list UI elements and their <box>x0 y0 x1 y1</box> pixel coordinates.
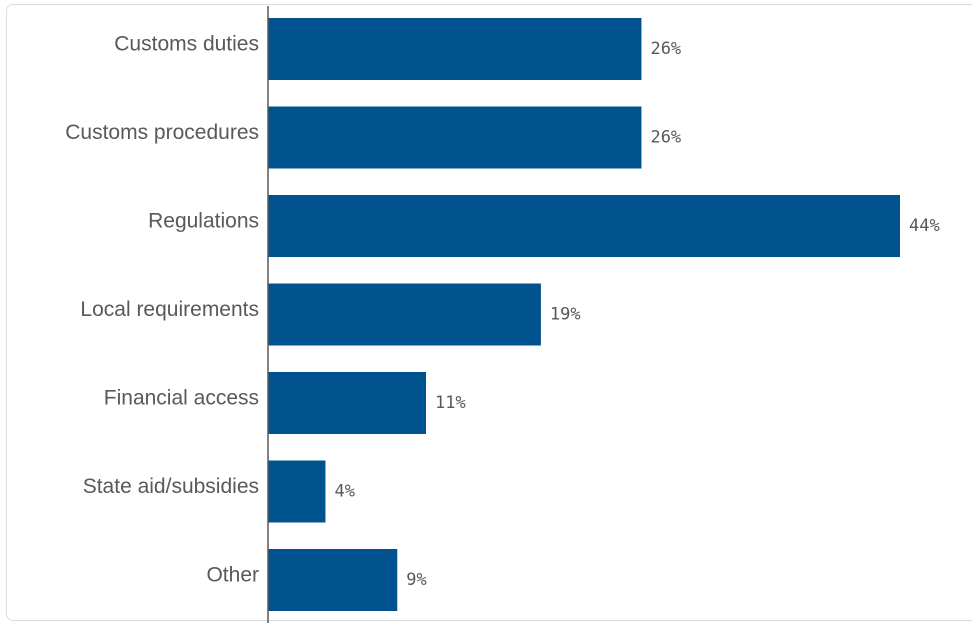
value-label: 26% <box>650 39 681 59</box>
bar-1 <box>268 106 642 169</box>
value-label: 4% <box>334 482 354 502</box>
category-label: Customs duties <box>114 33 259 56</box>
category-labels-group: Customs duties Customs procedures Regulati… <box>65 33 259 587</box>
chart-frame <box>6 4 972 621</box>
bar-3 <box>268 283 541 346</box>
category-label: Local requirements <box>80 298 259 321</box>
category-label: State aid/subsidies <box>83 475 259 498</box>
category-label: Other <box>206 564 259 587</box>
value-label: 44% <box>909 216 940 236</box>
value-label: 9% <box>406 570 426 590</box>
value-labels-group: 26% 26% 44% 19% 11% 4% 9% <box>334 39 939 590</box>
bar-5 <box>268 460 326 523</box>
bar-2 <box>268 195 900 257</box>
category-label: Financial access <box>104 387 259 410</box>
category-label: Regulations <box>148 210 259 233</box>
bars-group <box>268 18 900 611</box>
bar-4 <box>268 372 426 434</box>
bar-0 <box>268 18 642 80</box>
category-label: Customs procedures <box>65 121 259 144</box>
value-label: 11% <box>435 393 466 413</box>
value-label: 19% <box>550 305 581 325</box>
bar-6 <box>268 549 398 611</box>
value-label: 26% <box>650 128 681 148</box>
